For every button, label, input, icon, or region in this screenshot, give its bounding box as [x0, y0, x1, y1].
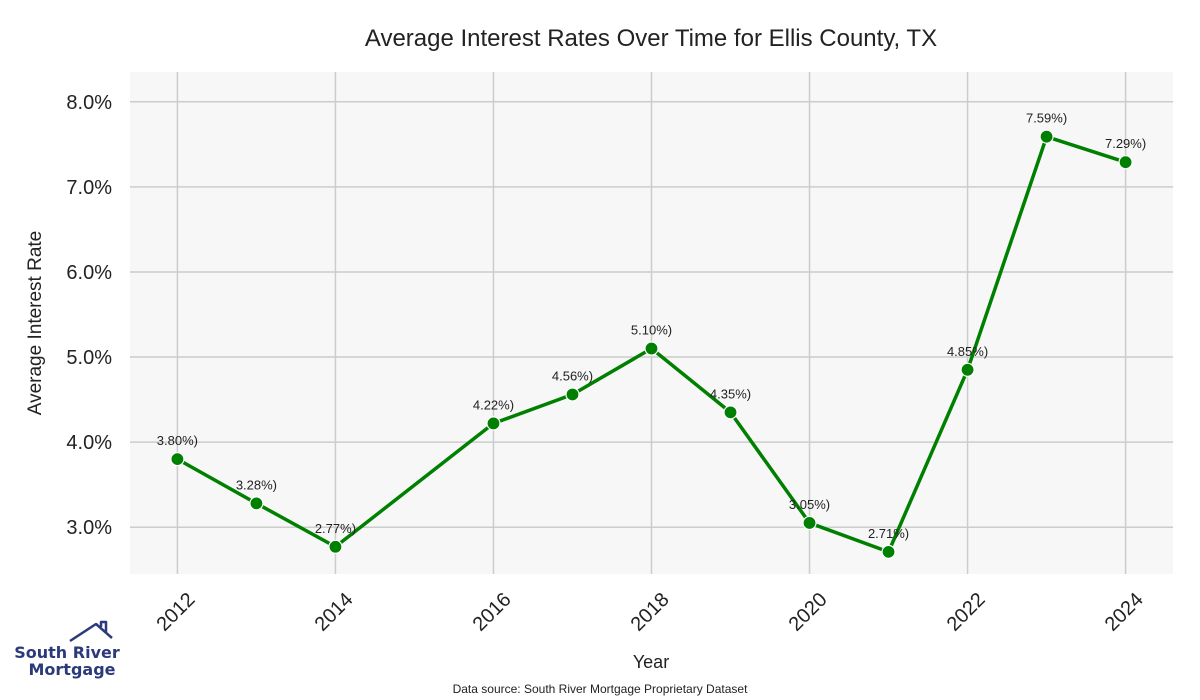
data-point [723, 405, 738, 420]
company-logo: South River Mortgage [14, 620, 120, 679]
data-label: 3.28%) [236, 477, 277, 492]
data-label: 3.80%) [157, 433, 198, 448]
data-labels: 3.80%) 3.28%) 2.77%) 4.22%) 4.56%) 5.10%) 4.35… [157, 111, 1146, 541]
data-label: 4.22%) [473, 397, 514, 412]
y-axis-ticks: 3.0% 4.0% 5.0% 6.0% 7.0% 8.0% [66, 92, 112, 539]
y-axis-label: Average Interest Rate [25, 231, 46, 415]
house-roof-icon [69, 620, 113, 643]
data-point [1118, 155, 1133, 170]
data-points [170, 129, 1133, 559]
y-tick-label: 8.0% [66, 92, 112, 114]
data-label: 3.05%) [789, 497, 830, 512]
x-tick-label: 2012 [153, 589, 200, 636]
data-point [644, 341, 659, 356]
data-label: 4.35%) [710, 386, 751, 401]
chart-title: Average Interest Rates Over Time for Ell… [365, 25, 937, 52]
data-point [960, 362, 975, 377]
x-axis-ticks: 2012 2014 2016 2018 2020 2022 2024 [153, 589, 1148, 636]
x-tick-label: 2018 [627, 589, 674, 636]
data-label: 2.77%) [315, 521, 356, 536]
y-tick-label: 5.0% [66, 347, 112, 369]
data-point [802, 515, 817, 531]
data-point [1039, 129, 1054, 144]
x-tick-label: 2020 [785, 589, 832, 636]
y-tick-label: 7.0% [66, 177, 112, 199]
logo-line-1: South River [14, 643, 120, 662]
x-axis-label: Year [633, 652, 669, 672]
y-tick-label: 3.0% [66, 517, 112, 539]
data-point [565, 387, 580, 402]
data-point [328, 539, 343, 554]
data-label: 4.85%) [947, 344, 988, 359]
data-label: 7.29%) [1105, 136, 1146, 151]
logo-line-2: Mortgage [28, 660, 115, 679]
x-tick-label: 2022 [943, 589, 990, 636]
series-line [176, 134, 1127, 554]
data-point [486, 416, 501, 431]
data-label: 5.10%) [631, 323, 672, 338]
data-label: 4.56%) [552, 368, 593, 383]
data-source-note: Data source: South River Mortgage Propri… [453, 682, 748, 696]
y-tick-label: 4.0% [66, 432, 112, 454]
data-point [170, 452, 185, 467]
gridlines [130, 72, 1173, 574]
y-tick-label: 6.0% [66, 262, 112, 284]
data-point [881, 544, 896, 559]
data-label: 2.71%) [868, 526, 909, 541]
x-tick-label: 2016 [469, 589, 516, 636]
x-tick-label: 2014 [311, 589, 358, 636]
data-label: 7.59%) [1026, 111, 1067, 126]
data-point [249, 496, 264, 511]
x-tick-label: 2024 [1101, 589, 1148, 636]
